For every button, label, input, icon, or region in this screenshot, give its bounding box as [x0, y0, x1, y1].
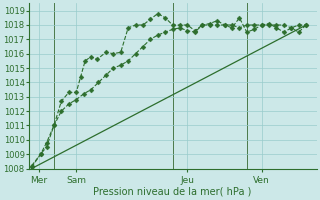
X-axis label: Pression niveau de la mer( hPa ): Pression niveau de la mer( hPa ): [93, 187, 252, 197]
